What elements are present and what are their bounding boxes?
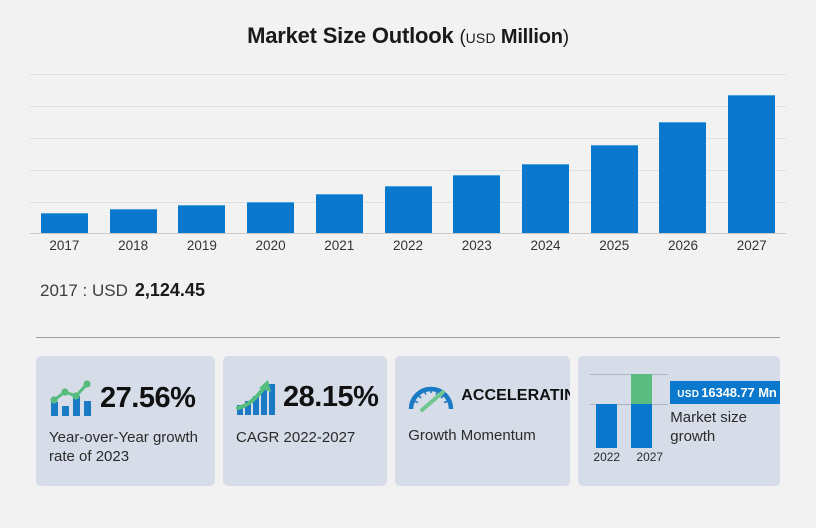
- gridline: [30, 170, 786, 171]
- page-title: Market Size Outlook (USD Million): [247, 23, 569, 49]
- x-axis-line: [30, 233, 786, 234]
- card-metric-value: 28.15%: [283, 380, 379, 413]
- bar[interactable]: [178, 205, 226, 233]
- x-axis-label: 2021: [324, 238, 355, 253]
- bar-slot[interactable]: [167, 72, 236, 233]
- bar-slot[interactable]: [717, 72, 786, 233]
- bar-slot[interactable]: [580, 72, 649, 233]
- bar-slot[interactable]: [30, 72, 99, 233]
- x-axis-label: 2026: [667, 238, 698, 253]
- market-size-bar-chart[interactable]: [30, 72, 786, 234]
- mini-bar-base-segment: [596, 404, 618, 448]
- mini-bar-base-segment: [631, 404, 653, 448]
- title-main-text: Market Size Outlook: [247, 23, 454, 48]
- gridline: [30, 74, 786, 75]
- gauge-icon: [407, 378, 455, 414]
- gridline: [30, 106, 786, 107]
- market-growth-badge: USD 16348.77 Mn: [670, 381, 781, 404]
- bar[interactable]: [728, 95, 776, 233]
- bar-slot[interactable]: [99, 72, 168, 233]
- mini-bar-series: [590, 374, 668, 448]
- bar[interactable]: [384, 186, 432, 233]
- bar-slot[interactable]: [305, 72, 374, 233]
- selected-value-readout: 2017 : USD 2,124.45: [40, 280, 205, 301]
- stat-card-cagr[interactable]: 28.15% CAGR 2022-2027: [223, 356, 388, 486]
- bar[interactable]: [247, 202, 295, 233]
- bar-slot[interactable]: [442, 72, 511, 233]
- card-header: 28.15%: [223, 356, 387, 416]
- stat-card-market-size-growth[interactable]: 2022 2027 USD 16348.77 Mn Market size grow…: [578, 356, 781, 486]
- mini-bar-growth-segment: [631, 374, 653, 404]
- bar-slot[interactable]: [511, 72, 580, 233]
- mini-x-axis-label: 2022: [593, 450, 621, 464]
- x-axis-label: 2025: [599, 238, 630, 253]
- growth-arrow-icon: [235, 378, 277, 416]
- bar-slot[interactable]: [374, 72, 443, 233]
- card-metric-value: 27.56%: [100, 381, 196, 414]
- section-divider: [36, 337, 780, 338]
- stat-cards-row: 27.56% Year-over-Year growth rate of 202…: [36, 356, 781, 486]
- title-unit-group: (USD Million): [459, 26, 569, 48]
- readout-value: 2,124.45: [134, 280, 205, 300]
- card-caption: Market size growth: [670, 409, 747, 445]
- bar-slot[interactable]: [236, 72, 305, 233]
- paren-open: (: [459, 27, 466, 48]
- x-axis-label: 2027: [736, 238, 767, 253]
- market-growth-icon: 2022 2027: [590, 374, 669, 466]
- mini-x-axis-label: 2027: [636, 450, 664, 464]
- bar[interactable]: [659, 122, 707, 233]
- badge-value: 16348.77 Mn: [701, 385, 777, 400]
- title-usd-label: USD: [465, 30, 496, 46]
- x-axis-label: 2023: [461, 238, 492, 253]
- bar[interactable]: [522, 164, 569, 233]
- mini-gridline: [590, 374, 669, 375]
- stat-card-yoy-growth[interactable]: 27.56% Year-over-Year growth rate of 202…: [36, 356, 216, 486]
- x-axis-label: 2020: [255, 238, 286, 253]
- card-caption: Year-over-Year growth rate of 2023: [49, 429, 198, 465]
- gridline: [30, 138, 786, 139]
- x-axis-label: 2024: [530, 238, 561, 253]
- card-caption: Growth Momentum: [408, 427, 536, 444]
- bar[interactable]: [109, 209, 157, 233]
- chart-title-bar: Market Size Outlook (USD Million): [0, 0, 816, 72]
- x-axis-label: 2017: [49, 238, 80, 253]
- chart-plot-area: [30, 72, 786, 234]
- title-million-label: Million: [500, 26, 563, 48]
- bar[interactable]: [453, 175, 501, 233]
- bar[interactable]: [590, 145, 638, 233]
- x-axis-label: 2019: [186, 238, 217, 253]
- mini-gridline: [590, 404, 669, 405]
- x-axis-label: 2022: [393, 238, 424, 253]
- badge-currency: USD: [677, 389, 700, 400]
- mini-bar-column: [631, 374, 653, 448]
- x-axis-labels: 2017 2018 2019 2020 2021 2022 2023 2024 2025 2026…: [30, 238, 786, 260]
- card-header: 27.56%: [36, 356, 215, 418]
- card-caption: CAGR 2022-2027: [236, 429, 356, 446]
- paren-close: ): [562, 27, 569, 48]
- mini-bar-column: [596, 404, 618, 448]
- bar-slot[interactable]: [649, 72, 718, 233]
- x-axis-label: 2018: [118, 238, 149, 253]
- readout-label: 2017 : USD: [40, 281, 128, 300]
- mini-x-axis-labels: 2022 2027: [590, 450, 668, 464]
- bar[interactable]: [315, 194, 363, 233]
- bar-series: [30, 72, 786, 233]
- bar-chart-trend-icon: [48, 378, 94, 418]
- bar[interactable]: [40, 213, 88, 233]
